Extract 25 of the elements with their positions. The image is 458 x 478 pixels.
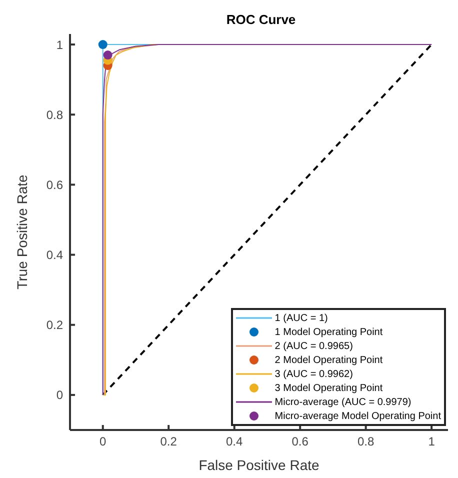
y-tick-label: 1 [56,38,64,52]
y-tick-label: 0.8 [46,108,64,122]
legend-label: 3 Model Operating Point [274,382,383,394]
x-tick-label: 1 [428,434,436,449]
point [103,50,112,60]
y-axis-title: True Positive Rate [14,174,30,290]
x-axis-title: False Positive Rate [198,457,320,473]
x-tick-label: 0.8 [357,434,374,449]
x-tick-label: 0.6 [292,434,309,449]
x-tick-label: 0 [100,434,107,449]
chart-title: ROC Curve [225,12,297,27]
y-tick-label: 0 [56,388,64,402]
point [98,40,108,50]
y-tick-label: 0.6 [46,178,64,192]
legend-label: Micro-average (AUC = 0.9979) [274,396,412,408]
legend-label: 1 (AUC = 1) [274,312,328,324]
legend-label: 2 Model Operating Point [274,354,383,366]
x-tick-label: 0.4 [226,434,244,449]
legend-label: 2 (AUC = 0.9965) [274,340,353,352]
x-tick-label: 0.2 [160,434,178,449]
legend-label: 1 Model Operating Point [274,326,383,338]
legend-label: 3 (AUC = 0.9962) [274,368,353,380]
y-tick-label: 0.4 [46,248,64,262]
y-tick-label: 0.2 [46,318,64,332]
legend-label: Micro-average Model Operating Point [274,410,441,422]
